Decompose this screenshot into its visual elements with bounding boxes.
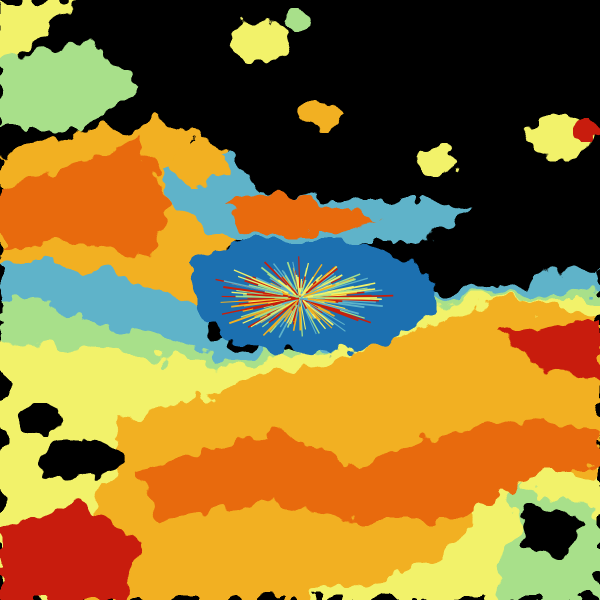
clutter-streak — [291, 305, 296, 311]
clutter-streak — [300, 299, 317, 335]
clutter-streak — [301, 279, 307, 293]
clutter-streak — [220, 297, 291, 303]
clutter-streak — [307, 306, 321, 321]
clutter-streak — [256, 304, 286, 319]
clutter-streak — [302, 299, 334, 326]
clutter-streak — [310, 283, 321, 292]
clutter-streak — [313, 294, 332, 298]
echo-core-southwest — [0, 500, 140, 600]
clutter-streak — [257, 284, 283, 294]
clutter-streak — [309, 274, 343, 294]
clutter-streak — [289, 293, 300, 299]
no-echo-gap — [35, 442, 125, 478]
echo-cell — [529, 113, 591, 157]
clutter-streak — [245, 297, 300, 310]
clutter-streak — [271, 298, 300, 322]
ground-clutter — [215, 256, 394, 338]
echo-cell — [286, 10, 314, 30]
clutter-streak — [264, 290, 284, 296]
clutter-streak — [251, 277, 289, 294]
no-echo-gap — [20, 406, 60, 434]
clutter-streak — [250, 299, 298, 328]
clutter-streak — [309, 305, 346, 332]
clutter-streak — [269, 277, 291, 292]
clutter-streak — [301, 276, 306, 289]
echo-cell — [229, 18, 291, 62]
clutter-streak — [299, 278, 303, 298]
echo-northwest-corner — [0, 0, 80, 70]
no-echo-gap — [520, 505, 580, 555]
echo-cell — [299, 100, 341, 130]
clutter-streak — [305, 282, 376, 298]
clutter-streak — [295, 274, 301, 296]
echo-band-north-core — [220, 190, 380, 235]
clutter-streak — [231, 299, 280, 308]
clutter-streak — [301, 276, 314, 296]
echo-band-northwest-core — [0, 140, 170, 260]
clutter-streak — [307, 298, 336, 303]
clutter-streak — [286, 261, 298, 290]
clutter-streak — [304, 307, 320, 334]
clutter-streak — [286, 304, 298, 328]
clutter-streak — [277, 279, 297, 296]
echo-cell — [576, 120, 600, 140]
clutter-streak — [311, 305, 323, 314]
echo-cell — [172, 145, 228, 185]
clutter-streak — [306, 301, 346, 326]
echo-core-east — [500, 320, 600, 380]
clutter-streak — [305, 267, 338, 294]
clutter-streak — [312, 277, 369, 295]
clutter-streak — [235, 295, 288, 299]
echo-region-orange — [80, 300, 600, 600]
echo-northwest-patch — [0, 40, 140, 130]
clutter-streak — [246, 293, 298, 299]
clutter-streak — [293, 300, 299, 306]
clutter-streak — [240, 303, 283, 318]
echo-band-red-orange — [140, 420, 600, 520]
clutter-streak — [223, 280, 284, 295]
clutter-streak — [223, 286, 288, 298]
clutter-streak — [268, 300, 299, 332]
clutter-streak — [291, 284, 295, 289]
clutter-streak — [301, 283, 314, 297]
clutter-streak — [295, 299, 301, 319]
clutter-streak — [298, 256, 301, 289]
clutter-streak — [299, 299, 306, 330]
clutter-streak — [300, 297, 359, 315]
echo-cell — [420, 146, 460, 174]
clutter-streak — [303, 284, 336, 298]
clutter-streak — [281, 276, 299, 296]
clutter-streak — [238, 297, 295, 305]
